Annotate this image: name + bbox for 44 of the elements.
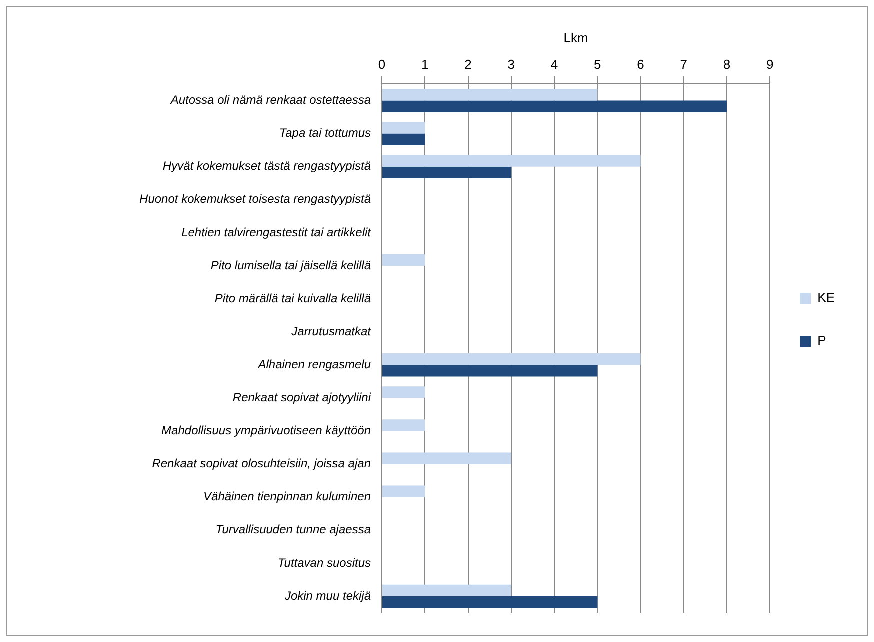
x-tick-label: 7	[680, 56, 688, 72]
bar	[382, 89, 598, 101]
x-tick-label: 4	[550, 56, 558, 72]
bar	[382, 134, 426, 146]
y-tick-label: Jokin muu tekijä	[284, 588, 372, 603]
y-tick-label: Pito lumisella tai jäisellä kelillä	[210, 258, 372, 272]
bar	[382, 254, 426, 266]
bar	[382, 420, 426, 432]
y-tick-label: Hyvät kokemukset tästä rengastyypistä	[162, 159, 372, 174]
y-tick-label: Lehtien talvirengastestit tai artikkelit	[182, 225, 372, 240]
y-tick-label: Renkaat sopivat olosuhteisiin, joissa ajan	[152, 456, 372, 471]
x-tick-label: 6	[637, 56, 644, 72]
y-tick-label: Jarrutusmatkat	[290, 324, 372, 338]
x-tick-label: 1	[422, 56, 429, 72]
legend-label: P	[818, 333, 826, 348]
bar	[382, 365, 598, 377]
bar	[382, 155, 641, 167]
legend-label: KE	[818, 290, 836, 306]
bar	[382, 584, 512, 596]
y-tick-label: Mahdollisuus ympärivuotiseen käyttöön	[162, 424, 372, 438]
bar	[382, 354, 641, 366]
bar	[382, 166, 512, 178]
y-tick-label: Tapa tai tottumus	[279, 126, 371, 140]
bar	[382, 596, 598, 608]
x-axis-title: Lkm	[564, 30, 588, 46]
x-tick-label: 5	[594, 56, 602, 72]
y-tick-label: Tuttavan suositus	[278, 556, 371, 570]
y-tick-label: Renkaat sopivat ajotyyliini	[232, 390, 372, 405]
y-tick-label: Autossa oli nämä renkaat ostettaessa	[170, 93, 372, 108]
x-tick-label: 9	[766, 56, 774, 72]
bar	[382, 386, 426, 398]
y-tick-label: Alhainen rengasmelu	[257, 357, 372, 372]
y-tick-label: Turvallisuuden tunne ajaessa	[216, 522, 372, 537]
x-tick-label: 2	[464, 56, 472, 72]
y-tick-label: Vähäinen tienpinnan kuluminen	[204, 490, 372, 504]
bar	[382, 486, 426, 498]
y-tick-label: Pito märällä tai kuivalla kelillä	[214, 291, 372, 306]
x-tick-label: 3	[508, 56, 516, 72]
x-tick-label: 8	[723, 56, 731, 72]
x-tick-label: 0	[378, 56, 386, 72]
bar	[382, 100, 728, 112]
bar	[382, 452, 512, 464]
y-tick-label: Huonot kokemukset toisesta rengastyypistä	[140, 192, 372, 206]
bar	[382, 122, 426, 134]
